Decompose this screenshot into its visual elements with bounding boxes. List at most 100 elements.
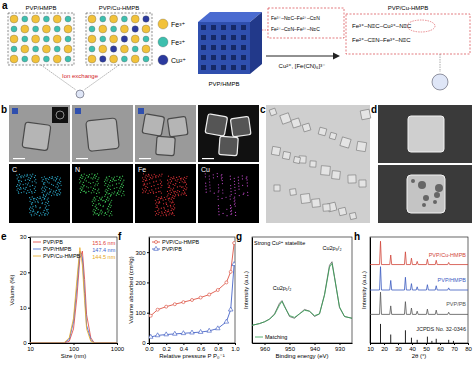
eds-dot [160, 183, 161, 184]
eds-dot [101, 213, 102, 214]
eds-dot [180, 178, 181, 179]
eds-dot [172, 200, 173, 201]
ion [88, 15, 96, 23]
ion [110, 46, 116, 52]
cube-pore [211, 45, 216, 50]
eds-dot [238, 186, 239, 187]
eds-dot [157, 210, 158, 211]
eds-dot [160, 187, 161, 188]
eds-dot [29, 208, 30, 209]
eds-dot [122, 176, 123, 177]
ion [10, 55, 18, 63]
eds-dot [205, 173, 206, 174]
pore [418, 181, 426, 189]
eds-dot [159, 174, 160, 175]
eds-dot [94, 212, 95, 213]
cube-icon [75, 108, 81, 114]
x-tick: 70 [451, 343, 458, 352]
particle [318, 127, 327, 136]
eds-dot [145, 180, 146, 181]
eds-dot [217, 176, 218, 177]
eds-dot [32, 196, 33, 197]
eds-dot [47, 199, 48, 200]
eds-dot [99, 192, 100, 193]
eds-dot [209, 187, 210, 188]
eds-dot [49, 192, 50, 193]
eds-dot [46, 178, 47, 179]
eds-dot [123, 180, 124, 181]
eds-dot [171, 192, 172, 193]
ion [11, 46, 17, 52]
cube-pore [201, 65, 206, 70]
pore [422, 203, 426, 207]
series-line [252, 264, 352, 326]
eds-dot [144, 184, 145, 185]
eds-dot [48, 194, 49, 195]
eds-dot [96, 193, 97, 194]
eds-dot [103, 205, 104, 206]
annotation: Cu2p₁/₂ [273, 285, 292, 291]
eds-dot [108, 184, 109, 185]
eds-dot [170, 206, 171, 207]
particle [310, 161, 316, 167]
eds-dot [171, 208, 172, 209]
eds-dot [185, 178, 186, 179]
eds-dot [242, 178, 243, 179]
eds-dot [209, 178, 210, 179]
eds-dot [28, 182, 29, 183]
eds-dot [98, 200, 99, 201]
eds-dot [221, 178, 222, 179]
eds-dot [156, 192, 157, 193]
cube-pore [241, 45, 246, 50]
eds-dot [110, 195, 111, 196]
eds-dot [80, 180, 81, 181]
x-tick: 0.0 [145, 343, 154, 352]
eds-dot [117, 193, 118, 194]
particle [348, 175, 356, 183]
eds-dot [238, 183, 239, 184]
eds-dot [21, 181, 22, 182]
tem-image [198, 105, 259, 162]
structure-box [346, 14, 470, 54]
eds-dot [205, 176, 206, 177]
tem-panel: CNFeCu [9, 105, 259, 223]
series-line [151, 264, 234, 337]
eds-dot [182, 181, 183, 182]
particle [167, 116, 188, 137]
y-tick: 300 [135, 250, 149, 256]
eds-dot [122, 181, 123, 182]
eds-dot [97, 213, 98, 214]
eds-dot [30, 207, 31, 208]
eds-dot [100, 210, 101, 211]
particle [329, 132, 336, 139]
eds-dot [83, 185, 84, 186]
eds-dot [19, 174, 20, 175]
ion [10, 35, 18, 43]
eds-dot [93, 214, 94, 215]
annotation: Strong Cu²⁺ statellite [254, 240, 305, 246]
ion [110, 15, 118, 23]
eds-dot [25, 180, 26, 181]
eds-dot [98, 177, 99, 178]
legend-ion [158, 37, 168, 47]
chart: 960950940930Binding energy (eV)Intensity… [243, 237, 353, 359]
eds-dot [165, 210, 166, 211]
eds-dot [23, 184, 24, 185]
x-tick-mark [74, 343, 75, 345]
figure: PVP/HMPBPVP/Cu-HMPBIon exchangeFe³⁺Fe²⁺C… [0, 0, 474, 365]
eds-dot [18, 180, 19, 181]
y-axis-title: Volume (%) [9, 274, 15, 305]
element-label: Fe [138, 166, 146, 173]
eds-dot [158, 202, 159, 203]
plot-frame [149, 237, 235, 343]
eds-dot [175, 183, 176, 184]
ion [32, 35, 40, 43]
legend-swatch [152, 242, 160, 243]
eds-dot [162, 213, 163, 214]
eds-dot [155, 176, 156, 177]
plot-area [252, 262, 352, 326]
eds-dot [81, 178, 82, 179]
eds-dot [123, 185, 124, 186]
eds-dot [102, 206, 103, 207]
eds-dot [246, 176, 247, 177]
